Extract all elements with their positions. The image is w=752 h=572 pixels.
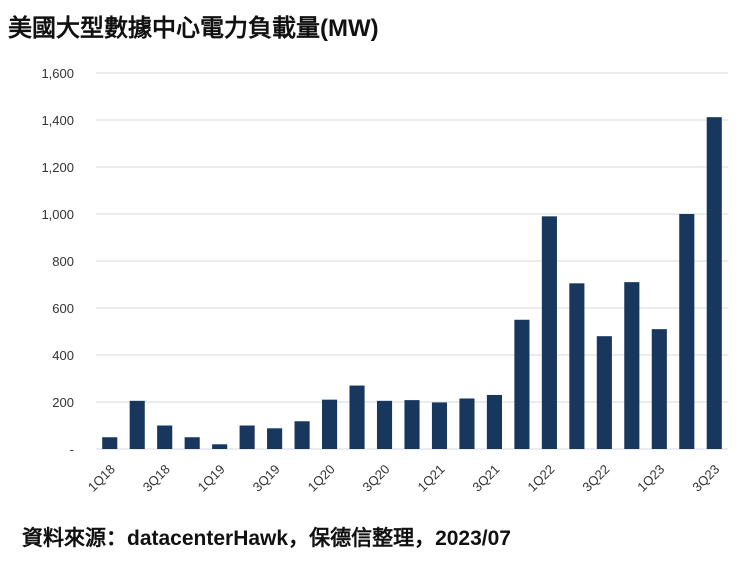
y-tick-label: 1,000 (41, 207, 74, 222)
y-tick-label: 400 (52, 348, 74, 363)
y-tick-label: 200 (52, 395, 74, 410)
bars (102, 117, 722, 450)
bar-1Q19 (212, 444, 228, 449)
x-tick-label: 3Q22 (579, 462, 612, 495)
x-tick-label: 1Q20 (305, 462, 338, 495)
bar-2Q18 (129, 400, 145, 449)
x-tick-label: 1Q19 (195, 462, 228, 495)
bar-3Q21 (486, 394, 502, 449)
bar-1Q20 (322, 399, 338, 449)
bar-1Q21 (431, 402, 448, 449)
bar-2Q21 (459, 398, 475, 449)
bar-4Q18 (184, 437, 200, 449)
x-tick-label: 3Q19 (250, 462, 283, 495)
bar-1Q23 (651, 329, 667, 449)
y-tick-label: 1,600 (41, 66, 74, 81)
x-tick-label: 1Q18 (85, 462, 118, 495)
bar-3Q20 (376, 400, 393, 449)
x-tick-label: 1Q23 (634, 462, 667, 495)
bar-1Q22 (541, 216, 557, 449)
x-axis-ticks: 1Q18 3Q18 1Q19 3Q19 1Q20 3Q20 1Q21 3Q21 1Q22 3Q22… (85, 462, 723, 495)
bar-3Q23 (706, 117, 722, 450)
y-tick-label: - (70, 442, 74, 457)
source-note: 資料來源：datacenterHawk，保德信整理，2023/07 (22, 527, 511, 550)
bar-3Q18 (157, 425, 173, 449)
bar-4Q22 (624, 282, 640, 449)
bar-3Q19 (267, 428, 283, 449)
bar-4Q20 (404, 400, 420, 449)
y-tick-label: 1,400 (41, 113, 74, 128)
x-tick-label: 3Q18 (140, 462, 173, 495)
bar-3Q22 (596, 336, 612, 449)
y-tick-label: 800 (52, 254, 74, 269)
bar-1Q18 (102, 437, 118, 449)
y-tick-label: 600 (52, 301, 74, 316)
bar-4Q21 (514, 319, 530, 449)
y-axis-ticks: - 200 400 600 800 1,000 1,200 1,400 1,600 (41, 66, 74, 457)
bar-2Q20 (349, 385, 365, 449)
bar-4Q19 (294, 421, 310, 449)
x-tick-label: 3Q20 (360, 462, 393, 495)
x-tick-label: 3Q23 (689, 462, 722, 495)
x-tick-label: 1Q21 (414, 462, 447, 495)
bar-2Q23 (679, 214, 695, 449)
bar-2Q19 (239, 425, 255, 449)
bar-2Q22 (569, 283, 585, 449)
chart-title: 美國大型數據中心電力負載量(MW) (8, 15, 379, 42)
x-tick-label: 1Q22 (524, 462, 557, 495)
x-tick-label: 3Q21 (469, 462, 502, 495)
y-tick-label: 1,200 (41, 160, 74, 175)
